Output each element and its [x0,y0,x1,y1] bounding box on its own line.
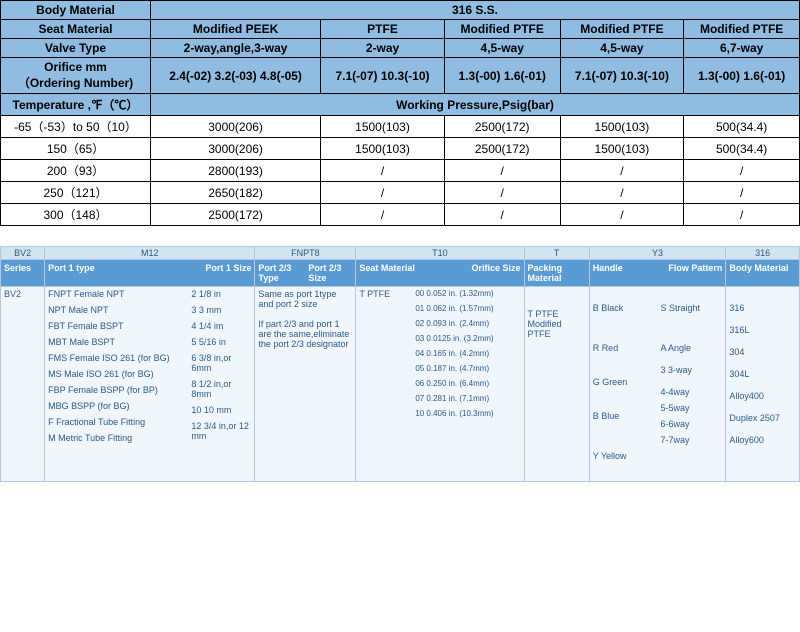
pressure-cell: 3000(206) [151,116,321,138]
spec-value: 7.1(-07) 10.3(-10) [560,58,684,94]
pressure-cell: / [321,204,445,226]
port1-cell: FNPT Female NPTNPT Male NPTFBT Female BS… [45,287,255,482]
port23-cell: Same as port 1type and port 2 sizeIf par… [255,287,356,482]
spec-value: Modified PEEK [151,20,321,39]
order-code-segment: Y3 [589,247,726,260]
temp-cell: -65（-53）to 50（10） [1,116,151,138]
pressure-header: Working Pressure,Psig(bar) [151,94,800,116]
temp-cell: 200（93） [1,160,151,182]
pressure-cell: 1500(103) [321,116,445,138]
body-material-cell: 316316L304304LAlloy400Duplex 2507Alloy60… [726,287,800,482]
column-header: Port 2/3 TypePort 2/3 Size [255,260,356,287]
spec-label: Valve Type [1,39,151,58]
pressure-cell: / [684,204,800,226]
pressure-cell: / [321,160,445,182]
pressure-cell: / [444,204,560,226]
spec-value: 7.1(-07) 10.3(-10) [321,58,445,94]
pressure-cell: 500(34.4) [684,138,800,160]
pressure-cell: / [321,182,445,204]
pressure-cell: 2800(193) [151,160,321,182]
temp-cell: 150（65） [1,138,151,160]
series-cell: BV2 [1,287,45,482]
handle-flow-cell: B BlackR RedG GreenB BlueY YellowS Strai… [589,287,726,482]
spec-label: Body Material [1,1,151,20]
spec-value: 2-way,angle,3-way [151,39,321,58]
spec-value: 1.3(-00) 1.6(-01) [684,58,800,94]
pressure-temperature-table: Body Material316 S.S.Seat MaterialModifi… [0,0,800,226]
temp-cell: 250（121） [1,182,151,204]
pressure-cell: / [444,160,560,182]
spec-value: 316 S.S. [151,1,800,20]
ordering-code-table: BV2M12FNPT8T10TY3316SeriesPort 1 typePor… [0,246,800,482]
pressure-cell: 2500(172) [151,204,321,226]
pressure-cell: / [444,182,560,204]
seat-orifice-cell: T PTFE00 0.052 in. (1.32mm)01 0.062 in. … [356,287,524,482]
spec-value: 1.3(-00) 1.6(-01) [444,58,560,94]
pressure-cell: 1500(103) [560,116,684,138]
column-header: Body Material [726,260,800,287]
order-code-segment: T10 [356,247,524,260]
spec-value: 4,5-way [444,39,560,58]
temp-cell: 300（148） [1,204,151,226]
column-header: HandleFlow Pattern [589,260,726,287]
pressure-cell: 500(34.4) [684,116,800,138]
pressure-cell: / [560,160,684,182]
spec-value: 6,7-way [684,39,800,58]
pressure-cell: 2500(172) [444,138,560,160]
spec-value: 4,5-way [560,39,684,58]
pressure-cell: 3000(206) [151,138,321,160]
temp-header: Temperature ,℉（℃） [1,94,151,116]
pressure-cell: 2650(182) [151,182,321,204]
order-code-segment: FNPT8 [255,247,356,260]
spec-value: Modified PTFE [560,20,684,39]
pressure-cell: / [684,160,800,182]
column-header: Seat MaterialOrifice Size [356,260,524,287]
order-code-segment: M12 [45,247,255,260]
spec-value: 2.4(-02) 3.2(-03) 4.8(-05) [151,58,321,94]
spec-value: Modified PTFE [684,20,800,39]
order-code-segment: BV2 [1,247,45,260]
spec-value: 2-way [321,39,445,58]
pressure-cell: / [560,182,684,204]
order-code-segment: T [524,247,589,260]
pressure-cell: / [684,182,800,204]
pressure-cell: / [560,204,684,226]
pressure-cell: 1500(103) [321,138,445,160]
packing-cell: T PTFE Modified PTFE [524,287,589,482]
pressure-cell: 1500(103) [560,138,684,160]
column-header: Packing Material [524,260,589,287]
pressure-cell: 2500(172) [444,116,560,138]
order-code-segment: 316 [726,247,800,260]
spec-label: Seat Material [1,20,151,39]
column-header: Port 1 typePort 1 Size [45,260,255,287]
spec-value: Modified PTFE [444,20,560,39]
spec-value: PTFE [321,20,445,39]
column-header: Series [1,260,45,287]
spec-label: Orifice mm（Ordering Number) [1,58,151,94]
